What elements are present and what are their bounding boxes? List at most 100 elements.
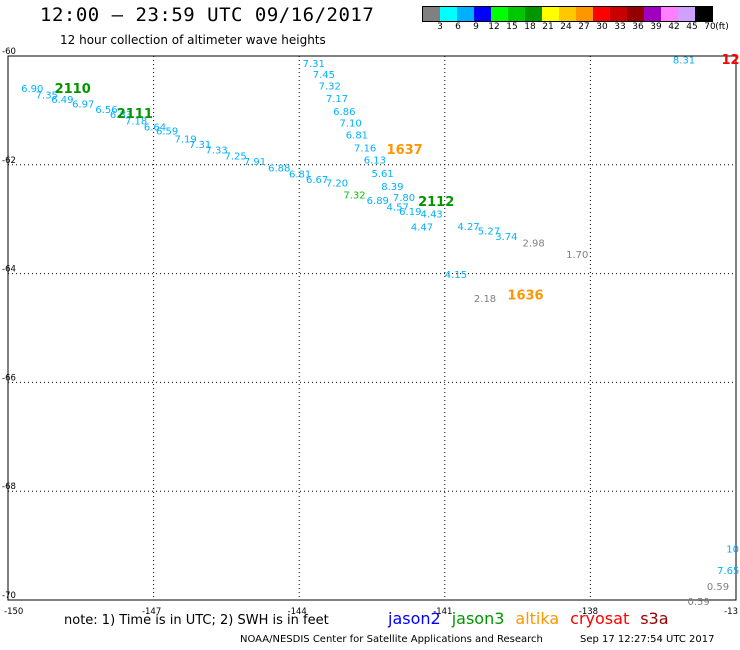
page-title: 12:00 – 23:59 UTC 09/16/2017 (40, 4, 375, 26)
wave-height-label: 7.10 (339, 119, 361, 130)
legend-label: 3 (437, 22, 443, 32)
wave-height-label: 10 (726, 545, 739, 556)
wave-height-label: 8.39 (381, 182, 403, 193)
legend-label: 39 (650, 22, 662, 32)
wave-height-label: 6.19 (399, 207, 421, 218)
legend-swatch (559, 7, 576, 21)
wave-height-label: 6.81 (289, 169, 311, 180)
lat-tick-label: -62 (2, 156, 16, 166)
satellite-cryosat: cryosat (570, 609, 630, 628)
legend-label: 6 (455, 22, 461, 32)
wave-height-label: 0.59 (687, 597, 709, 608)
wave-height-label: 2.18 (474, 294, 496, 305)
satellite-altika: altika (515, 609, 560, 628)
lat-tick-label: -60 (2, 47, 16, 57)
wave-height-label: 7.80 (393, 193, 415, 204)
legend-label: 30 (596, 22, 608, 32)
wave-height-label: 4.15 (445, 270, 467, 281)
pass-number-label: 2112 (418, 195, 454, 210)
wave-height-label: 4.57 (387, 202, 409, 213)
legend-label: 24 (560, 22, 572, 32)
wave-height-label: 6.88 (268, 163, 290, 174)
lon-tick-label: -13 (724, 607, 738, 617)
legend-label: 18 (524, 22, 536, 32)
pass-number-label: 2110 (55, 82, 91, 97)
legend-label: (ft) (715, 22, 729, 32)
pass-number-label: 1206 (721, 53, 740, 68)
wave-height-label: 7.65 (717, 566, 739, 577)
wave-height-label: 7.33 (206, 145, 228, 156)
legend-label: 45 (686, 22, 698, 32)
lon-tick-label: -150 (4, 607, 23, 617)
pass-number-label: 1637 (387, 143, 423, 158)
legend-label: 36 (632, 22, 644, 32)
wave-height-label: 6.59 (156, 126, 178, 137)
wave-height-label: 7.31 (303, 59, 325, 70)
wave-height-label: 6.97 (72, 100, 94, 111)
wave-height-label: 2.98 (522, 238, 544, 249)
lat-tick-label: -70 (2, 591, 16, 601)
wave-height-label: 4.47 (411, 223, 433, 234)
units-note: note: 1) Time is in UTC; 2) SWH is in fe… (64, 613, 329, 628)
wave-height-label: 8.31 (673, 56, 695, 67)
legend-label: 27 (578, 22, 590, 32)
wave-height-label: 5.61 (372, 169, 394, 180)
wave-height-label: 7.17 (326, 94, 348, 105)
wave-height-label: 7.31 (189, 140, 211, 151)
wave-height-label: 7.25 (224, 151, 246, 162)
wave-height-label: 6.83 (110, 110, 132, 121)
wave-height-label: 6.49 (51, 95, 73, 106)
legend-swatch (508, 7, 525, 21)
legend-swatch (576, 7, 593, 21)
legend-swatch (627, 7, 644, 21)
wave-height-label: 6.86 (333, 107, 355, 118)
wave-height-label: 6.56 (95, 105, 117, 116)
satellite-jason2: jason2 (388, 609, 441, 628)
wave-height-label: 6.64 (144, 123, 166, 134)
wave-height-label: 7.20 (326, 179, 348, 190)
legend-swatch (695, 7, 712, 21)
satellite-legend: jason2 jason3 altika cryosat s3a (388, 609, 680, 628)
lat-tick-label: -64 (2, 265, 16, 275)
generated-timestamp: Sep 17 12:27:54 UTC 2017 (580, 634, 715, 645)
satellite-s3a: s3a (640, 609, 669, 628)
wave-height-label: 0.59 (707, 582, 729, 593)
legend-swatch (542, 7, 559, 21)
wave-height-label: 6.13 (364, 156, 386, 167)
wave-height-label: 6.90 (21, 84, 43, 95)
wave-height-label: 7.32 (319, 82, 341, 93)
wave-height-label: 7.91 (244, 157, 266, 168)
lon-tick-label: -144 (288, 607, 307, 617)
wave-height-label: 7.18 (125, 117, 147, 128)
legend-label: 12 (488, 22, 500, 32)
wave-height-label: 5.27 (478, 226, 500, 237)
legend-swatch (644, 7, 661, 21)
legend-label: 42 (668, 22, 680, 32)
legend-swatch (423, 7, 440, 21)
wave-height-label: 1.70 (566, 250, 588, 261)
wave-height-label: 7.19 (174, 134, 196, 145)
wave-height-label: 7.16 (354, 144, 376, 155)
legend-swatch (491, 7, 508, 21)
wave-height-label: 6.89 (367, 196, 389, 207)
lat-tick-label: -68 (2, 482, 16, 492)
legend-swatch (610, 7, 627, 21)
lon-tick-label: -147 (142, 607, 161, 617)
legend-swatch (661, 7, 678, 21)
lat-tick-label: -66 (2, 373, 16, 383)
legend-label: 9 (473, 22, 479, 32)
wave-height-label: 7.35 (36, 90, 58, 101)
wave-height-label: 6.81 (346, 131, 368, 142)
legend-swatch (678, 7, 695, 21)
wave-height-label: 7.32 (343, 191, 365, 202)
legend-swatch (593, 7, 610, 21)
lon-tick-label: -141 (433, 607, 452, 617)
color-legend-bar (422, 6, 713, 22)
legend-label: 15 (506, 22, 518, 32)
wave-height-label: 6.67 (306, 175, 328, 186)
satellite-jason3: jason3 (451, 609, 505, 628)
pass-number-label: 2111 (117, 107, 153, 122)
lon-tick-label: -138 (579, 607, 598, 617)
